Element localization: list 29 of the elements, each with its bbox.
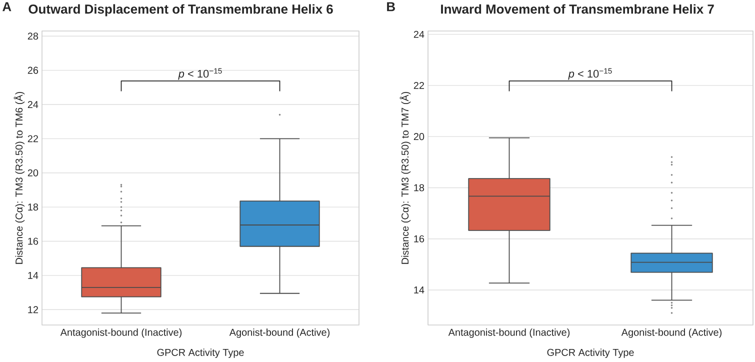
y-tick-label: 22	[414, 82, 424, 89]
y-tick-label: 18	[28, 204, 38, 211]
annotation: p < 10$^{−15}$	[568, 68, 612, 80]
x-tick-label: Agonist-bound (Active)	[621, 328, 722, 338]
x-tick-label: Antagonist-bound (Inactive)	[60, 328, 182, 338]
y-tick-label: 22	[28, 135, 38, 142]
x-axis-title: GPCR Activity Type	[157, 348, 244, 358]
chart-title: Inward Movement of Transmembrane Helix 7	[441, 4, 714, 14]
y-tick-label: 18	[414, 184, 424, 192]
y-tick-label: 24	[28, 101, 38, 108]
y-tick-label: 24	[414, 30, 424, 38]
y-tick-label: 26	[28, 66, 38, 74]
chart-title: Outward Displacement of Transmembrane Helix 6	[28, 4, 333, 16]
y-tick-label: 16	[28, 238, 38, 245]
annotation: p < 10$^{−15}$	[178, 68, 222, 80]
x-tick-label: Agonist-bound (Active)	[229, 328, 330, 338]
y-tick-label: 28	[28, 32, 38, 40]
x-tick-label: Antagonist-bound (Inactive)	[448, 328, 570, 338]
text: A	[2, 2, 12, 12]
y-tick-label: 16	[414, 235, 424, 242]
y-tick-label: 14	[28, 272, 38, 279]
y-axis-title: Distance (Cα): TM3 (R3.50) to TM6 (Å)	[14, 92, 25, 264]
y-tick-label: 20	[28, 169, 38, 176]
y-axis-title: Distance (Cα): TM3 (R3.50) to TM7 (Å)	[400, 92, 411, 264]
x-axis-title: GPCR Activity Type	[547, 348, 634, 358]
y-tick-label: 12	[28, 306, 38, 314]
text: B	[387, 2, 395, 12]
y-tick-label: 14	[414, 286, 424, 294]
y-tick-label: 20	[414, 133, 424, 140]
